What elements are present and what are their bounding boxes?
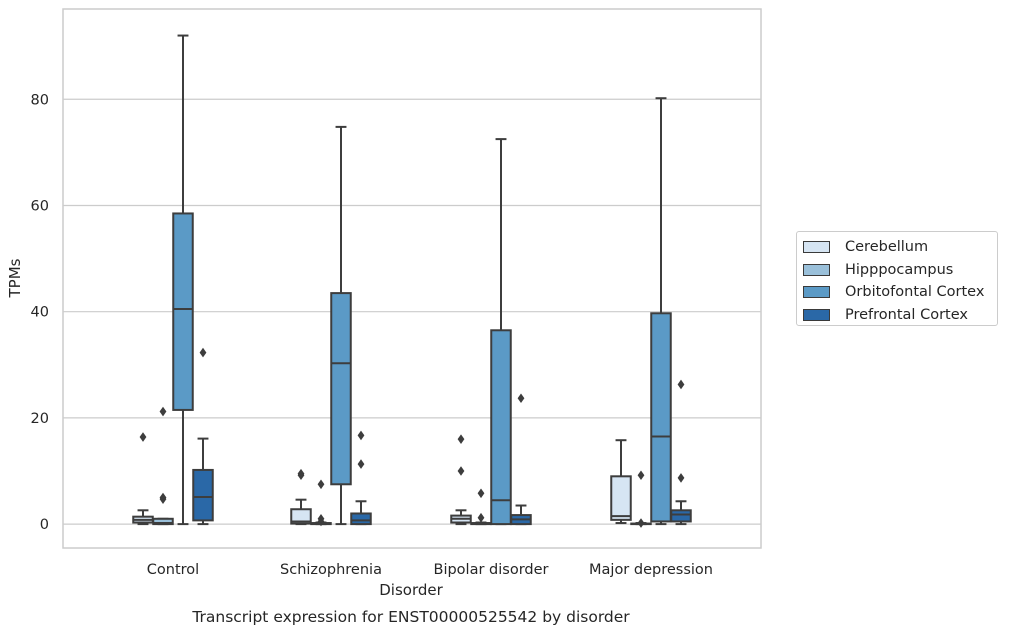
box-prefrontal-cortex	[350, 430, 372, 526]
outlier-point	[357, 459, 365, 469]
legend-item: Prefrontal Cortex	[803, 304, 997, 327]
outlier-point	[677, 379, 685, 390]
outlier-point	[317, 479, 325, 490]
box-iqr	[610, 475, 632, 521]
legend-swatch	[803, 263, 830, 276]
plot-frame	[62, 8, 762, 549]
legend-label: Orbitofontal Cortex	[845, 284, 985, 301]
x-tick-label: Bipolar disorder	[434, 562, 549, 578]
outlier-point	[637, 518, 645, 528]
outlier-point	[357, 430, 365, 441]
outlier-point	[477, 488, 485, 499]
y-axis-label: TPMs	[6, 258, 24, 298]
box-cerebellum	[450, 434, 472, 526]
legend-item: Cerebellum	[803, 236, 997, 259]
box-iqr	[290, 508, 312, 525]
legend-label: Prefrontal Cortex	[845, 306, 968, 323]
outlier-point	[457, 466, 465, 476]
x-tick-label: Major depression	[589, 562, 713, 578]
legend: Cerebellum Hipppocampus Orbitofontal Corte…	[796, 231, 998, 326]
box-prefrontal-cortex	[192, 347, 214, 526]
y-tick-label: 40	[31, 305, 49, 321]
legend-swatch	[803, 286, 830, 299]
box-iqr	[650, 312, 672, 523]
outlier-point	[677, 473, 685, 483]
legend-item: Orbitofontal Cortex	[803, 281, 997, 304]
box-iqr	[172, 212, 194, 411]
box-iqr	[152, 517, 174, 526]
legend-label: Hipppocampus	[845, 261, 954, 278]
y-tick-label: 60	[31, 198, 49, 214]
x-tick-label: Control	[147, 562, 199, 578]
box-hipppocampus	[152, 406, 174, 526]
y-tick-label: 0	[40, 517, 49, 533]
outlier-point	[457, 434, 465, 444]
x-axis-label: Disorder	[379, 581, 443, 599]
box-cerebellum	[610, 439, 632, 525]
box-hipppocampus	[310, 479, 332, 527]
outlier-point	[139, 432, 147, 442]
box-iqr	[670, 509, 692, 523]
x-tick-label: Schizophrenia	[280, 562, 382, 578]
legend-item: Hipppocampus	[803, 259, 997, 282]
legend-swatch	[803, 241, 830, 254]
outlier-point	[317, 513, 325, 524]
box-orbitofontal-cortex	[650, 97, 672, 526]
box-orbitofontal-cortex	[490, 138, 512, 526]
x-tick-labels: Control Schizophrenia Bipolar disorder Majo…	[147, 562, 713, 578]
y-tick-labels: 0 20 40 60 80	[31, 92, 49, 533]
outlier-point	[637, 470, 645, 481]
box-orbitofontal-cortex	[172, 34, 194, 526]
box-prefrontal-cortex	[510, 393, 532, 526]
outlier-point	[297, 468, 305, 479]
box-hipppocampus	[630, 470, 652, 528]
outlier-point	[159, 492, 167, 503]
outlier-point	[159, 406, 167, 417]
outlier-point	[199, 347, 207, 358]
box-cerebellum	[290, 468, 312, 526]
box-orbitofontal-cortex	[330, 125, 352, 526]
outlier-point	[477, 512, 485, 523]
box-marks	[132, 34, 692, 528]
outlier-point	[517, 393, 525, 404]
box-prefrontal-cortex	[670, 379, 692, 526]
y-tick-label: 80	[31, 92, 49, 108]
y-tick-label: 20	[31, 411, 49, 427]
box-iqr	[350, 512, 372, 526]
legend-label: Cerebellum	[845, 239, 929, 256]
box-iqr	[490, 329, 512, 526]
box-iqr	[192, 468, 214, 522]
chart-title: Transcript expression for ENST0000052554…	[191, 608, 630, 626]
box-iqr	[330, 292, 352, 486]
legend-swatch	[803, 308, 830, 321]
